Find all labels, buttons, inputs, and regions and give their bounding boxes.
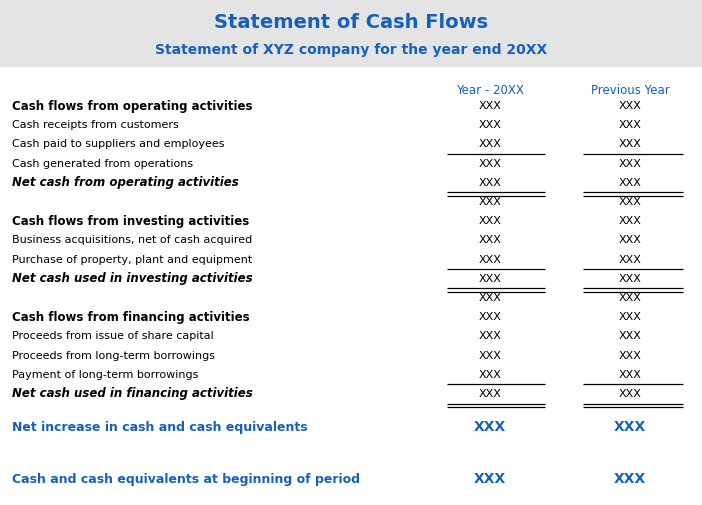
- Text: XXX: XXX: [618, 369, 642, 379]
- Text: Net cash used in investing activities: Net cash used in investing activities: [12, 272, 253, 285]
- Text: Business acquisitions, net of cash acquired: Business acquisitions, net of cash acqui…: [12, 235, 252, 245]
- Text: Statement of XYZ company for the year end 20XX: Statement of XYZ company for the year en…: [155, 43, 547, 57]
- Text: XXX: XXX: [479, 369, 501, 379]
- Text: XXX: XXX: [479, 331, 501, 341]
- Text: Previous Year: Previous Year: [590, 83, 670, 96]
- Text: Purchase of property, plant and equipment: Purchase of property, plant and equipmen…: [12, 254, 252, 264]
- Text: XXX: XXX: [618, 292, 642, 302]
- Text: XXX: XXX: [479, 350, 501, 360]
- Text: XXX: XXX: [479, 235, 501, 245]
- Bar: [0, 0, 702, 68]
- Text: Cash flows from operating activities: Cash flows from operating activities: [12, 99, 253, 112]
- Text: XXX: XXX: [614, 471, 646, 485]
- Text: XXX: XXX: [618, 235, 642, 245]
- Text: XXX: XXX: [618, 216, 642, 226]
- Text: XXX: XXX: [479, 273, 501, 283]
- Text: Year - 20XX: Year - 20XX: [456, 83, 524, 96]
- Text: XXX: XXX: [479, 158, 501, 168]
- Text: XXX: XXX: [618, 273, 642, 283]
- Text: XXX: XXX: [618, 120, 642, 130]
- Text: XXX: XXX: [479, 254, 501, 264]
- Text: Cash generated from operations: Cash generated from operations: [12, 158, 193, 168]
- Text: XXX: XXX: [618, 331, 642, 341]
- Text: Cash and cash equivalents at beginning of period: Cash and cash equivalents at beginning o…: [12, 472, 360, 485]
- Text: XXX: XXX: [618, 388, 642, 398]
- Text: Net cash from operating activities: Net cash from operating activities: [12, 176, 239, 189]
- Text: Payment of long-term borrowings: Payment of long-term borrowings: [12, 369, 199, 379]
- Text: Cash receipts from customers: Cash receipts from customers: [12, 120, 179, 130]
- Text: XXX: XXX: [474, 471, 506, 485]
- Text: Proceeds from issue of share capital: Proceeds from issue of share capital: [12, 331, 213, 341]
- Text: Cash flows from investing activities: Cash flows from investing activities: [12, 214, 249, 227]
- Text: Statement of Cash Flows: Statement of Cash Flows: [214, 13, 488, 31]
- Text: XXX: XXX: [479, 312, 501, 322]
- Text: Proceeds from long-term borrowings: Proceeds from long-term borrowings: [12, 350, 215, 360]
- Text: XXX: XXX: [479, 177, 501, 187]
- Text: XXX: XXX: [479, 388, 501, 398]
- Text: Net increase in cash and cash equivalents: Net increase in cash and cash equivalent…: [12, 420, 307, 433]
- Text: XXX: XXX: [618, 312, 642, 322]
- Text: XXX: XXX: [618, 254, 642, 264]
- Text: XXX: XXX: [479, 139, 501, 149]
- Text: Cash paid to suppliers and employees: Cash paid to suppliers and employees: [12, 139, 225, 149]
- Text: XXX: XXX: [618, 350, 642, 360]
- Text: XXX: XXX: [479, 120, 501, 130]
- Text: XXX: XXX: [479, 101, 501, 111]
- Text: XXX: XXX: [614, 419, 646, 433]
- Text: Cash flows from financing activities: Cash flows from financing activities: [12, 310, 250, 323]
- Text: XXX: XXX: [474, 419, 506, 433]
- Text: XXX: XXX: [618, 101, 642, 111]
- Text: XXX: XXX: [618, 139, 642, 149]
- Text: XXX: XXX: [618, 158, 642, 168]
- Text: Net cash used in financing activities: Net cash used in financing activities: [12, 387, 253, 400]
- Text: XXX: XXX: [618, 196, 642, 207]
- Text: XXX: XXX: [618, 177, 642, 187]
- Text: XXX: XXX: [479, 292, 501, 302]
- Text: XXX: XXX: [479, 196, 501, 207]
- Text: XXX: XXX: [479, 216, 501, 226]
